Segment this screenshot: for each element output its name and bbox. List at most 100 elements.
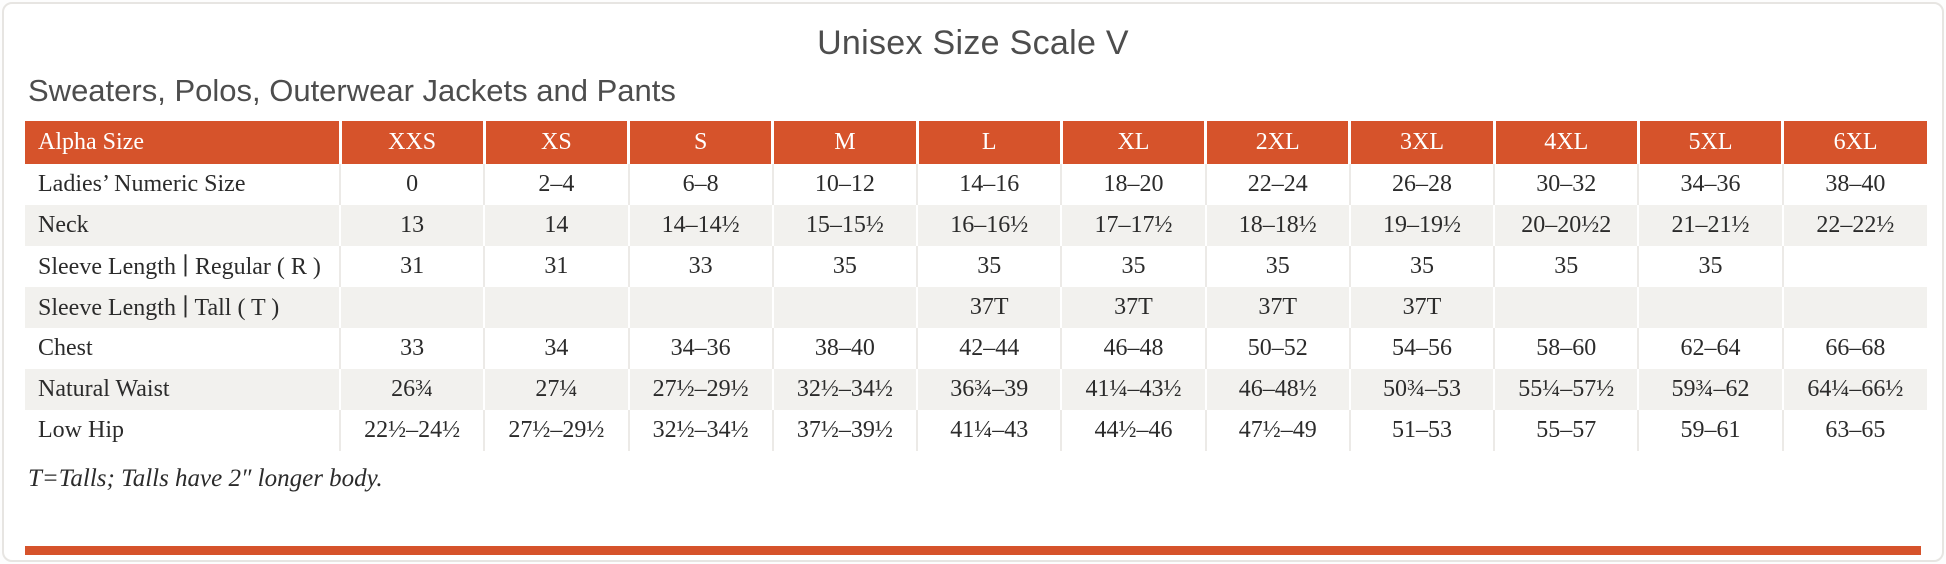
cell-value: 0 (338, 164, 485, 205)
column-header-2xl: 2XL (1204, 121, 1350, 164)
table-row: Neck 13 14 14–14½ 15–15½ 16–16½ 17–17½ 18–18½ 19… (25, 205, 1927, 246)
cell-value: 55¼–57½ (1493, 369, 1639, 410)
cell-value: 19–19½ (1348, 205, 1495, 246)
column-header-4xl: 4XL (1492, 121, 1639, 164)
column-header-m: M (771, 121, 918, 164)
cell-value: 37T (1060, 287, 1206, 328)
row-label: Sleeve Length ∣ Tall ( T ) (38, 295, 280, 321)
cell-value: 66–68 (1781, 328, 1927, 369)
column-header-l: L (915, 121, 1062, 164)
cell-value: 15–15½ (771, 205, 918, 246)
cell-value: 38–40 (771, 328, 918, 369)
cell-value: 34 (483, 328, 629, 369)
cell-value: 59¾–62 (1637, 369, 1783, 410)
cell-value: 35 (1348, 246, 1495, 287)
cell-value: 58–60 (1493, 328, 1639, 369)
cell-value: 54–56 (1348, 328, 1495, 369)
size-table-header: Alpha Size XXS XS S M L XL 2XL 3XL 4XL 5XL 6XL (25, 121, 1927, 164)
column-header-5xl: 5XL (1636, 121, 1783, 164)
cell-value: 21–21½ (1637, 205, 1783, 246)
cell-value: 17–17½ (1060, 205, 1206, 246)
cell-value (627, 287, 773, 328)
row-label: Neck (38, 212, 89, 238)
cell-value: 35 (771, 246, 918, 287)
cell-value: 34–36 (1637, 164, 1783, 205)
cell-value: 47½–49 (1204, 410, 1350, 451)
cell-value: 33 (338, 328, 485, 369)
page-title: Unisex Size Scale V (817, 24, 1129, 62)
cell-value: 63–65 (1781, 410, 1927, 451)
table-row: Natural Waist 26¾ 27¼ 27½–29½ 32½–34½ 36¾–39 4… (25, 369, 1927, 410)
header-row: Alpha Size XXS XS S M L XL 2XL 3XL 4XL 5XL 6XL (25, 121, 1927, 164)
row-label: Ladies’ Numeric Size (38, 171, 246, 197)
cell-value: 14–14½ (627, 205, 773, 246)
cell-value: 35 (1493, 246, 1639, 287)
size-table: Alpha Size XXS XS S M L XL 2XL 3XL 4XL 5XL 6XL Ladi… (25, 121, 1927, 451)
table-row: Sleeve Length ∣ Tall ( T ) 37T 37T 37T 37T (25, 287, 1927, 328)
cell-value: 34–36 (627, 328, 773, 369)
cell-value (338, 287, 485, 328)
cell-value: 6–8 (627, 164, 773, 205)
cell-value: 37T (916, 287, 1062, 328)
footnote: T=Talls; Talls have 2″ longer body. (28, 465, 383, 492)
cell-value: 44½–46 (1060, 410, 1206, 451)
cell-value: 32½–34½ (627, 410, 773, 451)
cell-value: 35 (1060, 246, 1206, 287)
cell-value: 42–44 (916, 328, 1062, 369)
cell-value: 31 (338, 246, 485, 287)
cell-value: 20–20½2 (1493, 205, 1639, 246)
cell-value (1781, 246, 1927, 287)
cell-value: 14 (483, 205, 629, 246)
cell-value (1637, 287, 1783, 328)
cell-value: 37T (1204, 287, 1350, 328)
column-header-xxs: XXS (338, 121, 485, 164)
cell-value: 27¼ (483, 369, 629, 410)
cell-value: 50–52 (1204, 328, 1350, 369)
column-header-3xl: 3XL (1348, 121, 1495, 164)
cell-value: 22–22½ (1781, 205, 1927, 246)
cell-value: 36¾–39 (916, 369, 1062, 410)
cell-value: 64¼–66½ (1781, 369, 1927, 410)
row-label: Chest (38, 335, 93, 361)
cell-value: 41¼–43 (916, 410, 1062, 451)
column-header-label: Alpha Size (25, 121, 340, 164)
cell-value: 46–48½ (1204, 369, 1350, 410)
cell-value: 18–20 (1060, 164, 1206, 205)
table-row: Ladies’ Numeric Size 0 2–4 6–8 10–12 14–16 18–… (25, 164, 1927, 205)
table-row: Chest 33 34 34–36 38–40 42–44 46–48 50–52 54–56 5… (25, 328, 1927, 369)
row-label: Natural Waist (38, 376, 170, 402)
cell-value: 18–18½ (1204, 205, 1350, 246)
cell-value: 33 (627, 246, 773, 287)
size-table-body: Ladies’ Numeric Size 0 2–4 6–8 10–12 14–16 18–… (25, 164, 1927, 451)
cell-value: 50¾–53 (1348, 369, 1495, 410)
cell-value: 10–12 (771, 164, 918, 205)
cell-value: 62–64 (1637, 328, 1783, 369)
cell-value: 16–16½ (916, 205, 1062, 246)
cell-value: 30–32 (1493, 164, 1639, 205)
column-header-xs: XS (482, 121, 629, 164)
cell-value: 55–57 (1493, 410, 1639, 451)
cell-value: 26–28 (1348, 164, 1495, 205)
cell-value (483, 287, 629, 328)
cell-value: 27½–29½ (627, 369, 773, 410)
column-header-s: S (627, 121, 773, 164)
cell-value: 35 (1204, 246, 1350, 287)
cell-value: 13 (338, 205, 485, 246)
column-header-xl: XL (1059, 121, 1206, 164)
cell-value: 38–40 (1781, 164, 1927, 205)
cell-value: 27½–29½ (483, 410, 629, 451)
cell-value: 35 (1637, 246, 1783, 287)
table-row: Sleeve Length ∣ Regular ( R ) 31 31 33 35 35 3… (25, 246, 1927, 287)
cell-value: 51–53 (1348, 410, 1495, 451)
cell-value: 35 (916, 246, 1062, 287)
cell-value: 2–4 (483, 164, 629, 205)
cell-value (1493, 287, 1639, 328)
table-row: Low Hip 22½–24½ 27½–29½ 32½–34½ 37½–39½ 41¼–4… (25, 410, 1927, 451)
cell-value (771, 287, 918, 328)
cell-value: 22–24 (1204, 164, 1350, 205)
cell-value: 22½–24½ (338, 410, 485, 451)
accent-bar (25, 546, 1921, 555)
row-label: Low Hip (38, 417, 124, 443)
cell-value: 37½–39½ (771, 410, 918, 451)
